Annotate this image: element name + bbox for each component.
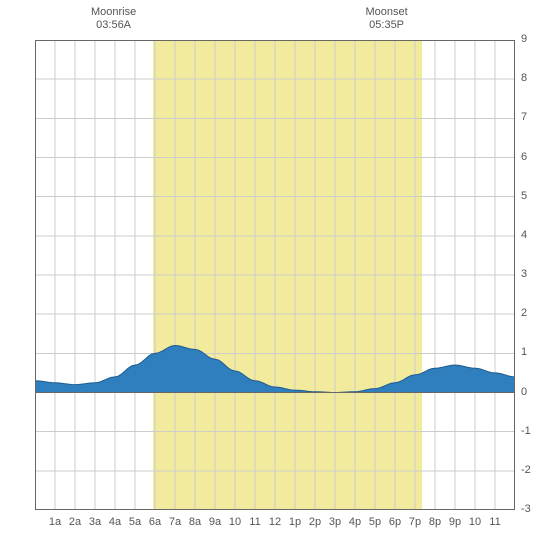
y-tick-label: 3 — [521, 268, 527, 280]
y-tick-label: -3 — [521, 503, 531, 515]
x-tick-label: 10 — [469, 516, 481, 528]
y-tick-label: 1 — [521, 346, 527, 358]
x-tick-label: 11 — [249, 516, 260, 528]
x-tick-label: 8a — [189, 516, 201, 528]
x-tick-label: 12 — [269, 516, 281, 528]
x-tick-label: 8p — [429, 516, 441, 528]
x-tick-label: 2a — [69, 516, 81, 528]
moonrise-annotation: Moonrise 03:56A — [86, 6, 142, 32]
tide-chart-container: { "chart": { "type": "area", "plot": { "… — [0, 0, 550, 550]
y-tick-label: 0 — [521, 386, 527, 398]
x-tick-label: 2p — [309, 516, 321, 528]
x-tick-label: 7a — [169, 516, 181, 528]
x-tick-label: 6a — [149, 516, 161, 528]
moonset-time: 05:35P — [359, 19, 415, 32]
x-tick-label: 3a — [89, 516, 101, 528]
plot-area — [35, 40, 515, 510]
x-tick-label: 7p — [409, 516, 421, 528]
y-tick-label: 6 — [521, 151, 527, 163]
x-tick-label: 1a — [49, 516, 61, 528]
y-tick-label: 2 — [521, 307, 527, 319]
moonset-title: Moonset — [359, 6, 415, 19]
y-tick-label: 4 — [521, 229, 527, 241]
y-tick-label: 5 — [521, 190, 527, 202]
y-tick-label: 7 — [521, 111, 527, 123]
y-tick-label: 8 — [521, 72, 527, 84]
y-tick-label: -1 — [521, 425, 531, 437]
x-tick-label: 6p — [389, 516, 401, 528]
x-tick-label: 10 — [229, 516, 241, 528]
x-tick-label: 5a — [129, 516, 141, 528]
chart-svg — [35, 40, 515, 510]
moonrise-title: Moonrise — [86, 6, 142, 19]
moonset-annotation: Moonset 05:35P — [359, 6, 415, 32]
moonrise-time: 03:56A — [86, 19, 142, 32]
x-tick-label: 5p — [369, 516, 381, 528]
x-tick-label: 4p — [349, 516, 361, 528]
x-tick-label: 11 — [489, 516, 500, 528]
y-tick-label: -2 — [521, 464, 531, 476]
x-tick-label: 9a — [209, 516, 221, 528]
x-tick-label: 3p — [329, 516, 341, 528]
x-tick-label: 1p — [289, 516, 301, 528]
y-tick-label: 9 — [521, 33, 527, 45]
x-tick-label: 4a — [109, 516, 121, 528]
x-tick-label: 9p — [449, 516, 461, 528]
